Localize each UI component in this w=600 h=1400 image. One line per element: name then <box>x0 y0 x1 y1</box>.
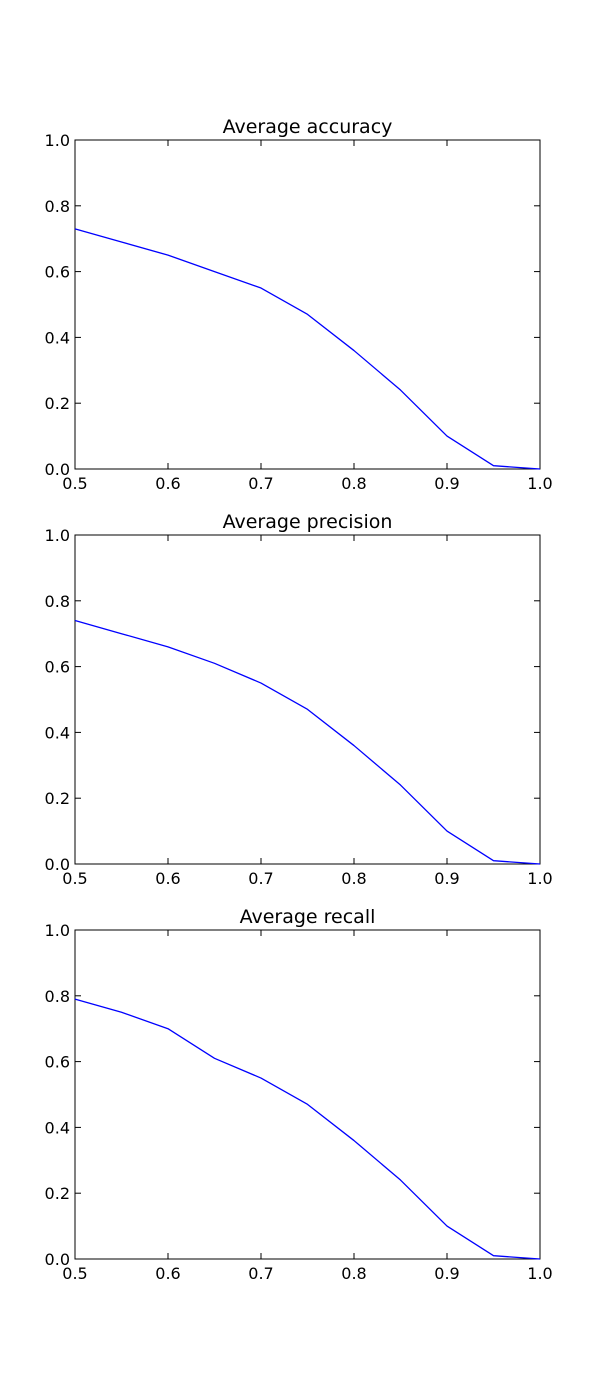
chart-title: Average precision <box>223 511 393 533</box>
x-tick-label: 0.6 <box>155 1264 180 1283</box>
plot-frame <box>74 139 541 470</box>
y-tick-label: 0.0 <box>45 460 70 479</box>
x-tick-label: 0.8 <box>341 869 366 888</box>
y-tick-label: 0.4 <box>45 1118 70 1137</box>
x-tick-label: 0.5 <box>62 869 87 888</box>
series-line <box>74 998 541 1260</box>
y-tick-label: 0.8 <box>45 987 70 1006</box>
y-tick-label: 1.0 <box>45 526 70 545</box>
y-tick-label: 0.0 <box>45 855 70 874</box>
x-tick-label: 0.9 <box>434 1264 459 1283</box>
chart-precision: Average precision 0.5 0.6 0.7 0.8 0.9 1.0 0.0 0… <box>45 511 553 888</box>
x-tick-label: 0.6 <box>155 474 180 493</box>
y-tick-label: 0.8 <box>45 592 70 611</box>
y-tick-label: 0.2 <box>45 394 70 413</box>
x-tick-label: 1.0 <box>527 869 552 888</box>
y-tick-label: 0.4 <box>45 328 70 347</box>
x-tick-label: 0.9 <box>434 474 459 493</box>
y-tick-label: 0.2 <box>45 789 70 808</box>
plot-frame <box>74 929 541 1260</box>
chart-title: Average accuracy <box>223 116 393 138</box>
x-tick-label: 0.9 <box>434 869 459 888</box>
y-tick-label: 0.4 <box>45 723 70 742</box>
x-tick-label: 0.8 <box>341 474 366 493</box>
y-tick-label: 0.6 <box>45 658 70 677</box>
series-line <box>74 619 541 865</box>
x-tick-label: 1.0 <box>527 1264 552 1283</box>
y-tick-label: 0.2 <box>45 1184 70 1203</box>
x-tick-label: 0.7 <box>248 474 273 493</box>
x-tick-label: 0.5 <box>62 1264 87 1283</box>
x-tick-label: 0.7 <box>248 1264 273 1283</box>
y-tick-label: 0.8 <box>45 197 70 216</box>
y-tick-label: 0.0 <box>45 1250 70 1269</box>
chart-accuracy: Average accuracy 0.5 0.6 0.7 0.8 0.9 1.0 0.0 0.… <box>45 116 553 493</box>
y-tick-label: 0.6 <box>45 263 70 282</box>
series-line <box>74 228 541 470</box>
y-tick-label: 1.0 <box>45 921 70 940</box>
x-tick-label: 1.0 <box>527 474 552 493</box>
x-tick-label: 0.6 <box>155 869 180 888</box>
y-tick-label: 1.0 <box>45 131 70 150</box>
x-tick-label: 0.5 <box>62 474 87 493</box>
plot-frame <box>74 534 541 865</box>
y-tick-label: 0.6 <box>45 1053 70 1072</box>
x-tick-label: 0.7 <box>248 869 273 888</box>
chart-recall: Average recall 0.5 0.6 0.7 0.8 0.9 1.0 0.0 0.2 0… <box>45 906 553 1283</box>
chart-title: Average recall <box>240 906 376 928</box>
x-tick-label: 0.8 <box>341 1264 366 1283</box>
